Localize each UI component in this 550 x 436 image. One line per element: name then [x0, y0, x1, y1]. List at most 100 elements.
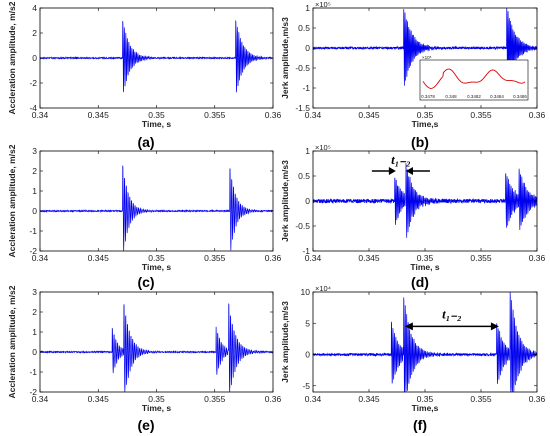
y-tick-label: -1: [29, 367, 37, 377]
x-tick-label: 0.35: [148, 253, 165, 263]
y-tick-label: 1: [32, 186, 37, 196]
x-tick-label: 0.36: [529, 110, 546, 120]
y-axis-label: Accleration amplitude, m/s2: [7, 1, 17, 114]
series-line-f: [312, 291, 538, 393]
series-line-b: [312, 7, 538, 87]
inset-box: [419, 59, 529, 101]
inset-x-tick-label: 0.3478: [421, 94, 435, 99]
x-tick-label: 0.34: [32, 394, 49, 404]
inset-x-tick-label: 0.348: [445, 94, 457, 99]
panel-a: 0.34 0.345 0.35 0.355 0.36 -4 -2 0 2 4 Time, s Accl…: [7, 1, 282, 150]
x-tick-label: 0.355: [470, 253, 492, 263]
x-axis-label: Time, s: [142, 119, 171, 129]
y-tick-label: 1: [305, 146, 310, 156]
panel-f: 0.34 0.345 0.35 0.355 0.36 -5 0 5 10 ×10⁴ Time,s Je…: [280, 284, 546, 433]
x-tick-label: 0.35: [417, 394, 434, 404]
inset-x-tick-label: 0.3486: [513, 94, 527, 99]
x-tick-label: 0.34: [305, 110, 322, 120]
x-tick-label: 0.355: [470, 110, 492, 120]
y-tick-label: 0.5: [298, 23, 310, 33]
y-tick-label: 0: [305, 43, 310, 53]
x-tick-label: 0.345: [88, 253, 110, 263]
axes-box-c: [39, 150, 274, 252]
panel-label: (b): [411, 134, 429, 150]
y-tick-label: 2: [32, 28, 37, 38]
x-tick-label: 0.34: [32, 110, 49, 120]
y-tick-label: 0: [305, 196, 310, 206]
axis-exponent: ×10⁴: [315, 284, 331, 293]
y-tick-label: 0: [305, 350, 310, 360]
y-tick-label: -1.5: [295, 103, 310, 113]
y-tick-label: 3: [32, 146, 37, 156]
y-tick-label: -2: [29, 387, 37, 397]
y-tick-label: 10: [301, 287, 311, 297]
x-axis-label: Time, s: [410, 262, 439, 272]
y-tick-label: 5: [305, 318, 310, 328]
x-tick-label: 0.35: [417, 253, 434, 263]
x-tick-label: 0.36: [529, 253, 546, 263]
panel-label: (c): [137, 274, 154, 290]
x-tick-label: 0.355: [204, 253, 226, 263]
inset-plot: 0.3478 0.348 0.3482 0.3484 0.3486 ×10⁵: [419, 55, 529, 101]
x-tick-label: 0.345: [88, 394, 110, 404]
x-tick-label: 0.34: [305, 253, 322, 263]
x-tick-label: 0.355: [204, 110, 226, 120]
y-axis-label: Jerk amplitude,m/s3: [280, 301, 290, 383]
x-tick-label: 0.34: [305, 394, 322, 404]
right-arrowhead: [405, 167, 413, 175]
left-arrowhead: [404, 322, 413, 331]
y-tick-label: 0.5: [298, 171, 310, 181]
x-tick-label: 0.35: [417, 110, 434, 120]
x-tick-label: 0.345: [88, 110, 110, 120]
y-axis-label: Jerk amplitude,m/s3: [280, 17, 290, 99]
panel-label: (d): [411, 274, 429, 290]
inset-exponent: ×10⁵: [422, 55, 432, 60]
series-line-c: [39, 165, 274, 252]
x-tick-label: 0.36: [265, 253, 282, 263]
y-tick-label: -2: [29, 78, 37, 88]
x-tick-label: 0.35: [148, 394, 165, 404]
right-arrowhead: [490, 322, 499, 331]
y-tick-label: 2: [32, 307, 37, 317]
x-tick-label: 0.35: [148, 110, 165, 120]
axis-exponent: ×10⁵: [315, 0, 331, 9]
y-tick-label: 0: [32, 206, 37, 216]
y-tick-label: 0: [32, 53, 37, 63]
series-line-d: [312, 163, 538, 238]
panel-label: (a): [137, 134, 154, 150]
panel-c: 0.34 0.345 0.35 0.355 0.36 -2 -1 0 1 2 3 Time, s Acc…: [7, 144, 282, 290]
x-tick-label: 0.36: [265, 110, 282, 120]
x-tick-label: 0.345: [358, 394, 380, 404]
x-axis-label: Time, s: [142, 262, 171, 272]
interval-label: t₁₋₂: [391, 152, 411, 167]
y-tick-label: -2: [29, 246, 37, 256]
panel-label: (e): [137, 417, 154, 433]
panel-b: 0.34 0.345 0.35 0.355 0.36 -1.5 -1 -0.5 0 0.5 1 ×10…: [280, 0, 546, 150]
series-line-e: [39, 303, 274, 393]
x-axis-label: Time,s: [412, 119, 439, 129]
y-tick-label: 1: [32, 327, 37, 337]
y-tick-label: -1: [302, 246, 310, 256]
y-tick-label: -0.5: [295, 221, 310, 231]
left-arrowhead: [388, 167, 396, 175]
panel-d: 0.34 0.345 0.35 0.355 0.36 -1 -0.5 0 0.5 1 ×10⁵ Tim…: [280, 143, 546, 290]
axis-exponent: ×10⁵: [315, 143, 331, 152]
y-axis-label: Jerk amplitude,m/s3: [280, 160, 290, 242]
interval-label: t₁₋₂: [442, 306, 462, 321]
time-interval-annotation: t₁₋₂: [371, 152, 430, 175]
axes-box-f: [312, 291, 538, 393]
y-tick-label: -1: [302, 83, 310, 93]
x-tick-label: 0.34: [32, 253, 49, 263]
y-tick-label: 4: [32, 3, 37, 13]
x-tick-label: 0.345: [358, 110, 380, 120]
x-axis-label: Time, s: [142, 403, 171, 413]
y-tick-label: -4: [29, 103, 37, 113]
x-tick-label: 0.355: [470, 394, 492, 404]
panel-label: (f): [413, 417, 427, 433]
y-tick-label: 1: [305, 3, 310, 13]
x-tick-label: 0.36: [529, 394, 546, 404]
y-tick-label: -0.5: [295, 63, 310, 73]
y-tick-label: 3: [32, 287, 37, 297]
y-tick-label: -1: [29, 226, 37, 236]
